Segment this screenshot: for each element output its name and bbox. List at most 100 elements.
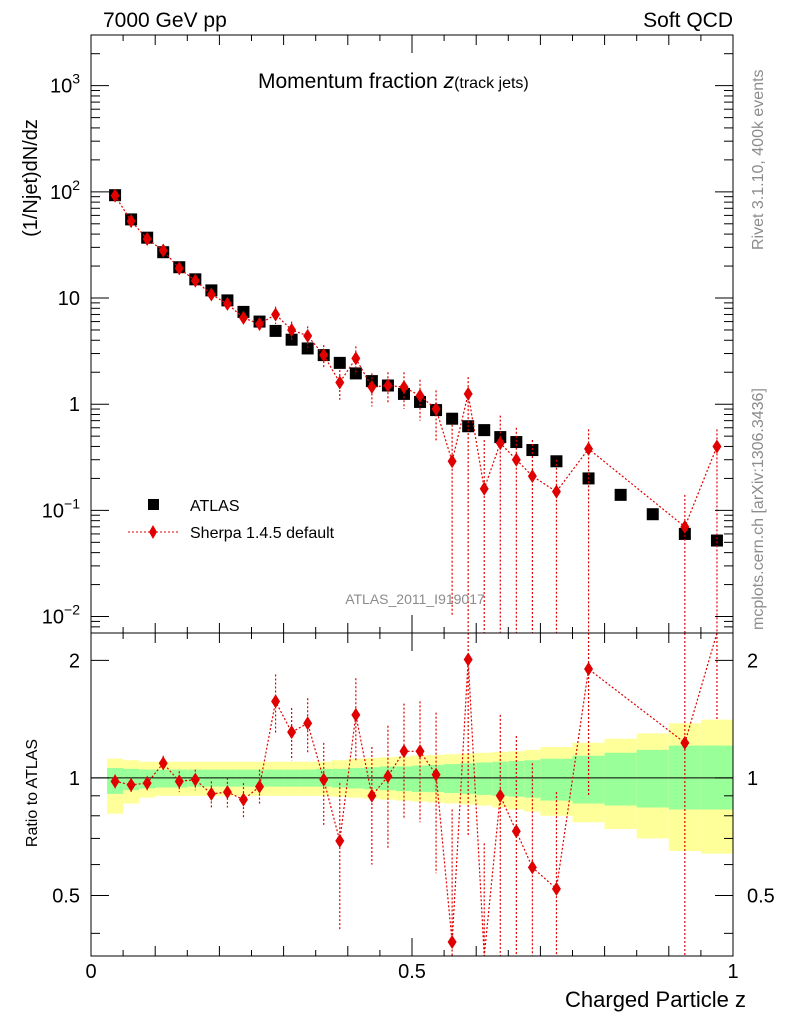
- ratio-band-stat: [540, 758, 573, 801]
- x-axis-title: Charged Particle z: [565, 987, 746, 1012]
- sherpa-ratio-point: [584, 662, 594, 677]
- ratio-tick-label-right: 0.5: [747, 886, 775, 908]
- sherpa-ratio-point: [255, 779, 265, 794]
- ratio-tick-label-left: 0.5: [52, 886, 80, 908]
- sherpa-ratio-point: [551, 881, 561, 896]
- y-tick-label: 10−1: [42, 495, 80, 522]
- sherpa-data-point: [110, 188, 120, 203]
- sherpa-ratio-point: [335, 833, 345, 848]
- sherpa-data-point: [335, 375, 345, 390]
- main-panel: 10−2 10−1 1 10 102 103: [42, 34, 734, 634]
- sherpa-ratio-point: [383, 769, 393, 784]
- atlas-data-point: [614, 488, 627, 501]
- legend-sherpa-marker: [149, 525, 157, 539]
- x-tick-label: 1: [727, 961, 738, 983]
- main-panel-frame: [90, 34, 734, 634]
- sherpa-data-point: [367, 380, 377, 395]
- sherpa-data-point: [255, 316, 265, 331]
- sherpa-data-point: [431, 402, 441, 417]
- sherpa-ratio-point: [367, 788, 377, 803]
- sherpa-data-point: [126, 214, 136, 229]
- sherpa-ratio-point: [351, 707, 361, 722]
- sherpa-ratio-point: [431, 767, 441, 782]
- ratio-tick-label-right: 2: [747, 650, 758, 672]
- sherpa-data-point: [495, 436, 505, 451]
- sherpa-ratio-point: [319, 772, 329, 787]
- atlas-data-point: [510, 436, 523, 449]
- sherpa-ratio-point: [206, 786, 216, 801]
- ratio-axes: 0 0.5 1 0.5 0.5 1 1 2 2: [52, 633, 775, 983]
- sherpa-data-point: [319, 348, 329, 363]
- sherpa-data-point: [463, 386, 473, 401]
- mcplots-source-label: mcplots.cern.ch [arXiv:1306.3436]: [750, 388, 767, 630]
- analysis-id-label: ATLAS_2011_I919017: [345, 591, 485, 607]
- atlas-data-point: [446, 412, 459, 425]
- atlas-data-point: [678, 527, 691, 540]
- y-axis-title: (1/Njet)dN/dz: [20, 119, 42, 237]
- sherpa-data-point: [222, 296, 232, 311]
- sherpa-ratio-point: [126, 777, 136, 792]
- sherpa-ratio-point: [680, 735, 690, 750]
- sherpa-data-point: [287, 322, 297, 337]
- sherpa-ratio-point: [158, 756, 168, 771]
- rivet-version-label: Rivet 3.1.10, 400k events: [750, 69, 767, 250]
- sherpa-ratio-point: [174, 774, 184, 789]
- sherpa-ratio-point: [190, 772, 200, 787]
- ratio-band-stat: [524, 760, 541, 798]
- atlas-data-point: [526, 444, 539, 457]
- sherpa-data-point: [447, 454, 457, 469]
- sherpa-data-point: [527, 469, 537, 484]
- sherpa-ratio-point: [399, 744, 409, 759]
- ratio-band-stat: [508, 760, 525, 797]
- main-axes: 10−2 10−1 1 10 102 103: [42, 34, 734, 634]
- sherpa-ratio-point: [287, 725, 297, 740]
- sherpa-ratio-point: [527, 860, 537, 875]
- atlas-data-point: [349, 367, 362, 380]
- sherpa-data-point: [551, 484, 561, 499]
- ratio-data-layer: [110, 632, 718, 957]
- ratio-band-stat: [492, 761, 509, 796]
- sherpa-data-point: [142, 231, 152, 246]
- sherpa-data-point: [206, 287, 216, 302]
- ratio-band-stat: [572, 755, 605, 804]
- x-tick-label: 0.5: [398, 961, 426, 983]
- sherpa-ratio-point: [110, 774, 120, 789]
- sherpa-data-point: [712, 439, 722, 454]
- sherpa-data-point: [174, 261, 184, 276]
- y-tick-label: 10−2: [42, 602, 80, 629]
- sherpa-ratio-point: [222, 785, 232, 800]
- sherpa-ratio-point: [303, 716, 313, 731]
- sherpa-ratio-point: [238, 792, 248, 807]
- legend-atlas-marker: [148, 499, 159, 510]
- legend: ATLAS Sherpa 1.4.5 default: [128, 498, 335, 542]
- ratio-tick-label-right: 1: [747, 768, 758, 790]
- sherpa-data-point: [399, 380, 409, 395]
- sherpa-data-point: [303, 328, 313, 343]
- y-tick-label: 103: [50, 71, 80, 98]
- sherpa-data-point: [511, 452, 521, 467]
- legend-sherpa-label: Sherpa 1.4.5 default: [190, 525, 335, 542]
- y-tick-label: 1: [69, 394, 80, 416]
- atlas-data-point: [269, 324, 282, 337]
- sherpa-data-point: [680, 519, 690, 534]
- atlas-data-point: [646, 508, 659, 521]
- atlas-data-point: [333, 356, 346, 369]
- ratio-band-stat: [444, 764, 461, 793]
- ratio-band-stat: [155, 769, 172, 788]
- sherpa-ratio-point: [271, 694, 281, 709]
- atlas-data-point: [285, 333, 298, 346]
- legend-atlas-label: ATLAS: [190, 498, 240, 515]
- sherpa-data-point: [190, 273, 200, 288]
- sherpa-data-point: [479, 481, 489, 496]
- ratio-band-stat: [636, 749, 669, 808]
- sherpa-data-point: [158, 243, 168, 258]
- energy-label: 7000 GeV pp: [103, 9, 227, 32]
- atlas-data-point: [478, 424, 491, 437]
- sherpa-ratio-point: [447, 935, 457, 950]
- ratio-band-stat: [476, 762, 493, 795]
- plot-title: Momentum fraction z(track jets): [258, 70, 529, 93]
- sherpa-ratio-point: [463, 652, 473, 667]
- atlas-data-point: [710, 534, 723, 547]
- sherpa-ratio-point: [511, 824, 521, 839]
